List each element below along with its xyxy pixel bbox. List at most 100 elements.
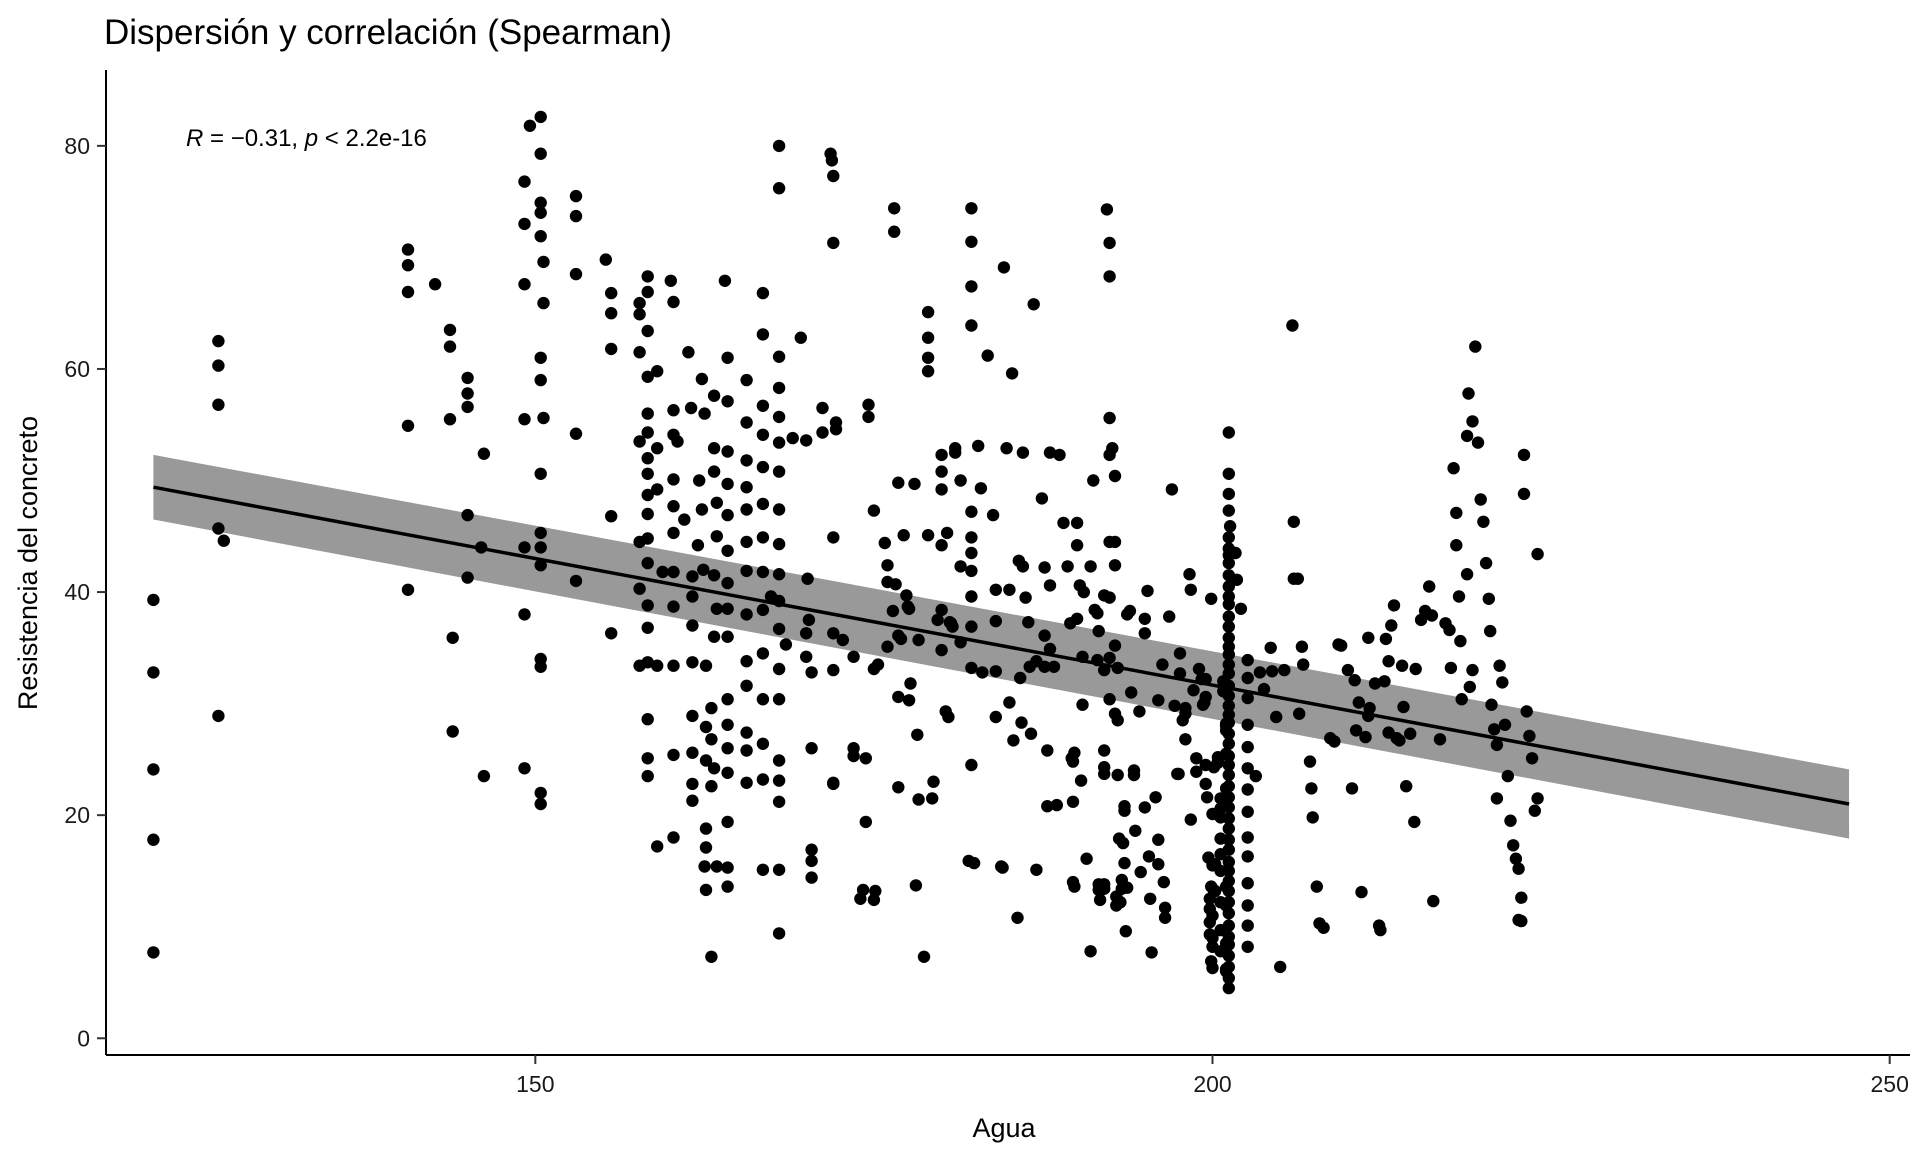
data-point [1241,940,1254,953]
data-point [902,602,916,615]
data-point [1234,602,1248,615]
data-point [664,274,677,287]
data-point [1517,487,1531,501]
data-point [461,400,474,414]
data-point [949,442,962,455]
data-point [1108,559,1122,572]
data-point [1156,658,1169,671]
data-point [967,856,981,870]
data-point [686,777,699,791]
data-point [721,602,734,615]
data-point [871,658,885,671]
data-point [1469,340,1482,353]
data-point [721,630,734,643]
data-point [1484,624,1497,638]
data-point [1030,863,1043,876]
data-point [1165,483,1179,496]
data-point [1084,560,1097,573]
data-point [1404,727,1417,740]
data-point [1493,659,1506,672]
data-point [1297,658,1310,671]
data-point [641,285,654,299]
data-point [862,398,875,411]
data-point [1119,925,1133,938]
data-point [1241,877,1254,890]
data-point [710,530,723,543]
data-point [1517,448,1531,462]
data-point [651,365,664,378]
data-point [740,481,753,494]
data-point [1341,663,1355,677]
data-point [1118,856,1131,870]
data-point [1145,946,1158,959]
data-point [691,539,705,552]
data-point [965,280,978,293]
data-point [678,513,691,526]
data-point [1223,520,1237,533]
data-point [705,733,718,746]
data-point [1152,694,1165,707]
data-point [667,473,680,486]
data-point [772,795,786,808]
data-point [1382,655,1395,668]
data-point [534,147,547,160]
data-point [1286,319,1299,332]
data-point [935,603,948,617]
data-point [721,477,734,491]
data-point [981,349,994,362]
data-point [847,749,860,763]
data-point [902,694,916,707]
data-point [461,371,474,385]
data-point [651,483,664,496]
data-point [1471,436,1485,449]
data-point [1138,612,1152,625]
data-point [721,861,734,874]
data-point [965,620,978,633]
data-point [641,656,654,669]
data-point [477,447,491,460]
data-point [633,296,646,310]
data-point [686,570,699,583]
data-point [1496,676,1509,689]
data-point [534,467,547,480]
data-point [802,613,816,627]
data-point [1149,791,1162,804]
data-point [1103,651,1116,665]
data-point [1257,682,1271,696]
data-point [954,560,967,573]
data-point [1038,660,1051,673]
data-point [996,861,1009,874]
data-point [1123,604,1137,618]
data-point [772,622,786,636]
data-point [518,541,531,554]
data-point [1087,474,1100,487]
data-point [772,754,786,767]
data-point [740,744,753,757]
data-point [1222,780,1236,793]
data-point [909,879,923,892]
data-point [1249,769,1263,783]
data-point [1222,768,1236,782]
data-point [889,578,902,591]
data-point [443,323,457,337]
data-point [1103,270,1116,283]
data-point [926,792,939,805]
data-point [1129,824,1142,837]
x-ticks: 150 200 250 [516,1055,1909,1097]
data-point [667,748,680,762]
data-point [1447,462,1460,475]
data-point [805,742,818,755]
data-point [1157,875,1171,889]
data-point [1100,203,1114,216]
data-point [1433,733,1447,746]
data-point [827,663,840,677]
data-point [1222,960,1236,974]
data-point [534,373,547,387]
data-point [800,434,813,447]
data-point [756,328,770,341]
data-point [569,209,583,223]
data-point [908,477,921,491]
data-point [974,482,988,495]
data-point [1116,836,1130,850]
data-point [641,556,654,570]
